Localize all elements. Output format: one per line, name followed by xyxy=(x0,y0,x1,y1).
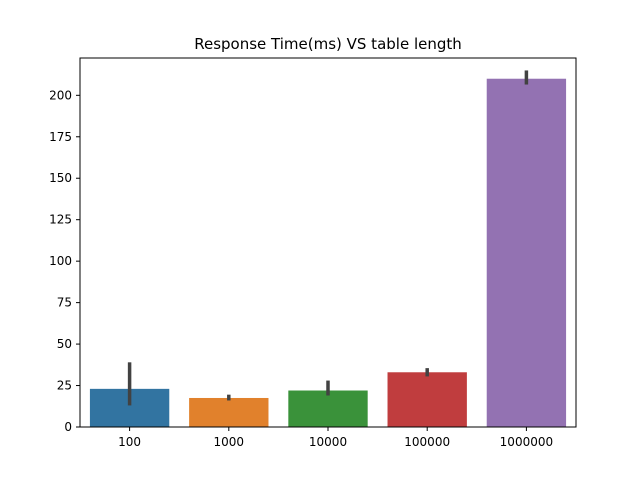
x-tick-label: 1000000 xyxy=(500,435,553,449)
bar-1000 xyxy=(189,397,269,427)
x-tick-label: 100 xyxy=(118,435,141,449)
y-tick-label: 25 xyxy=(57,379,72,393)
y-tick-label: 75 xyxy=(57,296,72,310)
error-bars-layer xyxy=(127,70,529,406)
bar-10000 xyxy=(288,390,368,427)
x-tick-label: 10000 xyxy=(309,435,347,449)
y-tick-label: 50 xyxy=(57,337,72,351)
y-tick-label: 100 xyxy=(49,254,72,268)
y-axis: 0 25 50 75 100 125 150 175 200 xyxy=(49,88,80,434)
chart-title: Response Time(ms) VS table length xyxy=(194,35,462,53)
y-tick-label: 150 xyxy=(49,171,72,185)
plot-frame xyxy=(79,57,577,428)
y-tick-label: 175 xyxy=(49,130,72,144)
x-tick-label: 100000 xyxy=(404,435,450,449)
y-tick-label: 125 xyxy=(49,213,72,227)
x-tick-label: 1000 xyxy=(214,435,245,449)
y-tick-label: 0 xyxy=(64,420,72,434)
bar-1000000 xyxy=(486,78,567,427)
bar-100000 xyxy=(387,372,467,427)
y-tick-label: 200 xyxy=(49,88,72,102)
bars-layer xyxy=(89,78,567,427)
x-axis: 100 1000 10000 100000 1000000 xyxy=(118,427,553,449)
